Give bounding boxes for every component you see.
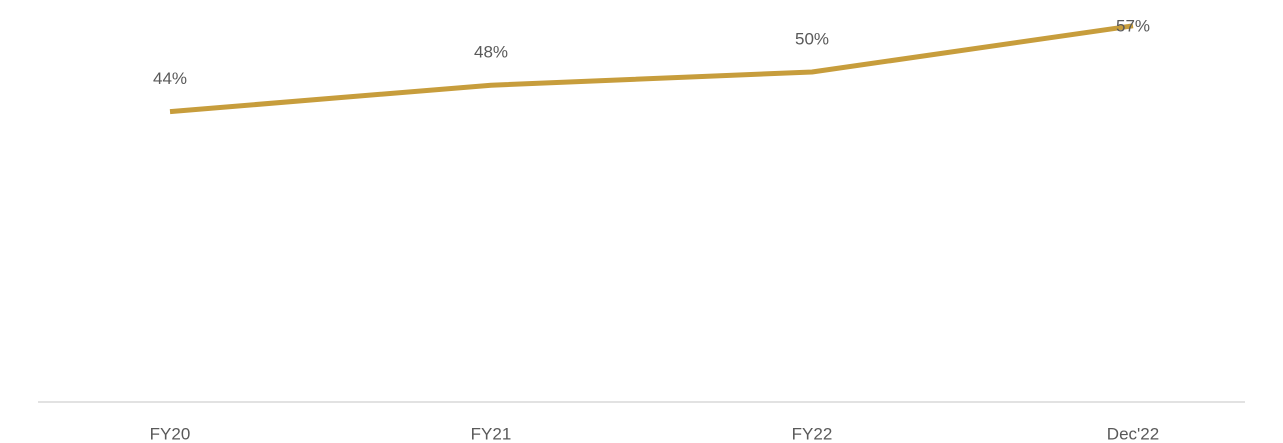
data-label: 44% <box>153 69 187 88</box>
data-label: 48% <box>474 43 508 62</box>
x-tick-label: FY22 <box>792 424 833 443</box>
x-tick-label: FY21 <box>471 424 512 443</box>
data-label: 57% <box>1116 16 1150 35</box>
x-tick-label: Dec'22 <box>1107 424 1159 443</box>
line <box>169 23 1134 115</box>
x-tick-label: FY20 <box>150 424 191 443</box>
data-label: 50% <box>795 29 829 48</box>
